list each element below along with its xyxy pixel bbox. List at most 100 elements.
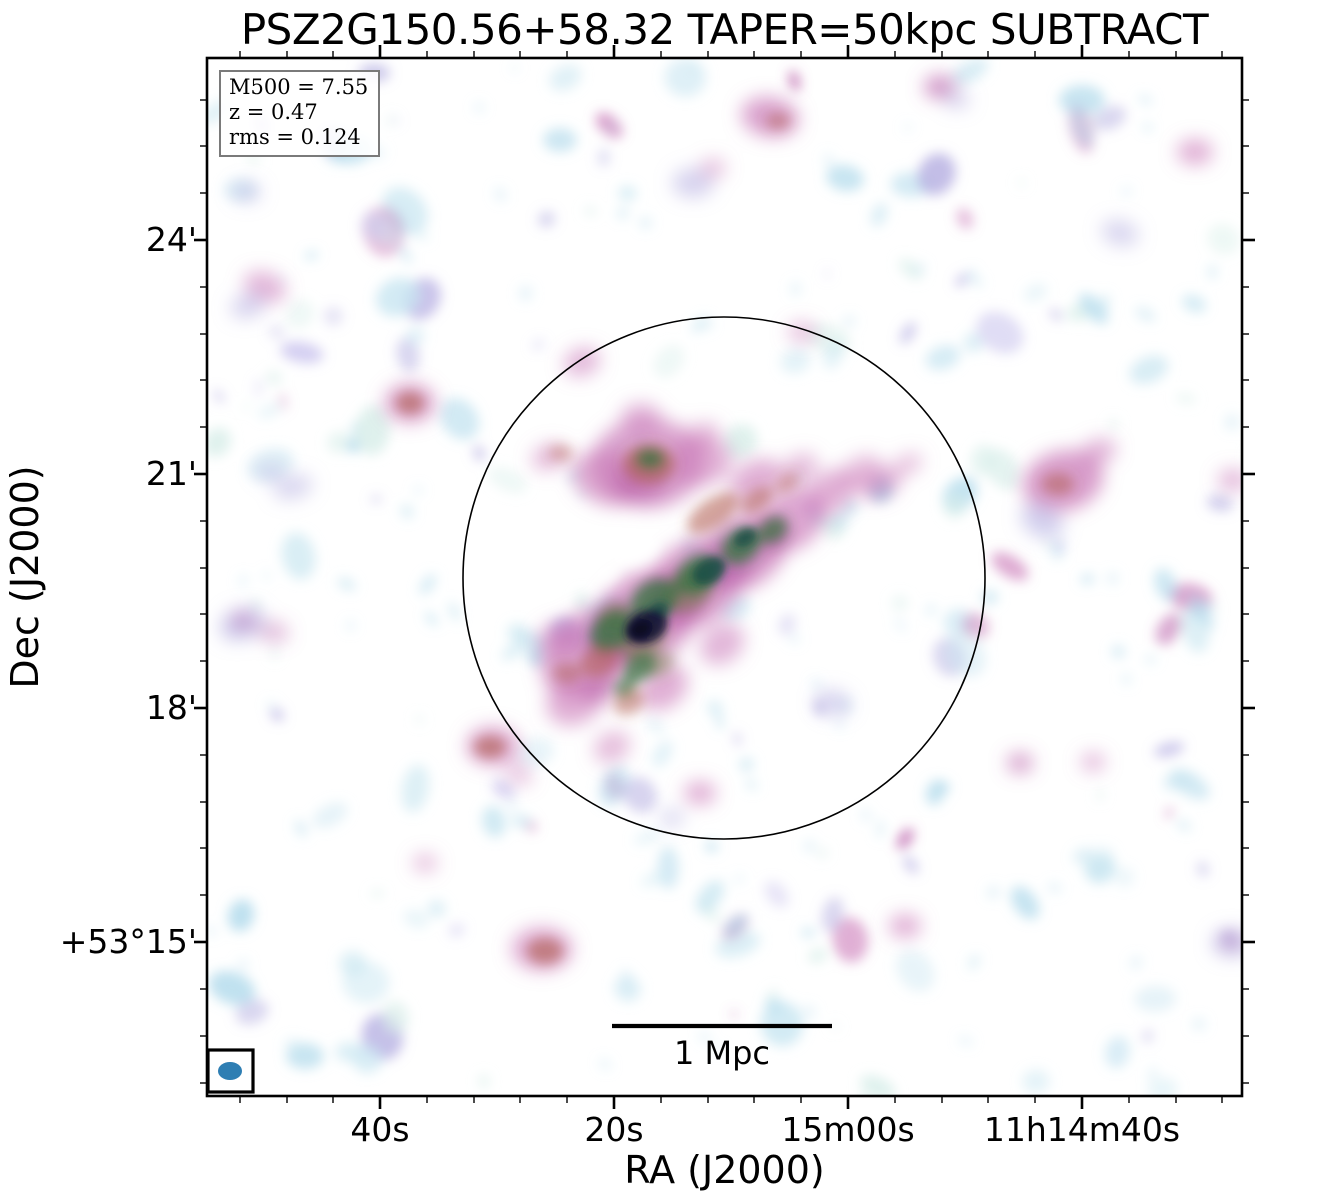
map-blob [731,1010,737,1018]
map-blob [815,689,851,717]
map-blob [230,293,266,319]
map-blob [415,715,424,724]
map-blob [986,886,1000,899]
map-blob [1108,418,1120,430]
source-core-layer [624,528,757,645]
map-blob [681,422,721,452]
map-blob [1070,113,1094,148]
map-blob [699,1033,711,1042]
map-blob [491,779,515,799]
map-blob [582,670,622,706]
map-blob [273,474,313,500]
map-blob [1055,539,1066,553]
map-blob [1111,645,1125,658]
map-blob [944,91,970,109]
map-blob [474,102,484,113]
map-blob [739,758,754,771]
map-blob [583,206,597,217]
map-blob [1154,568,1178,602]
map-blob [327,431,351,454]
map-blob [242,402,251,412]
map-blob [764,997,783,1013]
map-blob [1080,573,1095,585]
map-blob [355,405,390,455]
map-blob [285,299,315,329]
map-blob [427,900,446,918]
map-blob [959,1036,973,1046]
map-blob [1122,674,1131,685]
map-blob [1079,438,1117,466]
map-blob [1007,753,1033,773]
y-tick-label: 24' [145,220,197,259]
map-blob [1022,1069,1050,1094]
map-blob [816,848,829,859]
map-blob [312,802,348,828]
map-blob [385,114,395,127]
map-blob [1043,537,1051,549]
map-blob [346,620,355,631]
map-blob [598,765,630,807]
map-blob [733,732,742,747]
map-blob [266,370,282,386]
map-blob [1049,308,1063,321]
map-blob [860,1075,896,1096]
map-blob [832,917,869,963]
map-blob [963,332,983,353]
map-blob [590,610,634,652]
map-blob [822,341,843,370]
map-blob [891,595,909,612]
y-tick-label: +53°15' [59,922,197,961]
map-blob [801,928,815,938]
map-blob [821,897,844,933]
map-blob [664,58,707,97]
map-blob [405,326,426,345]
map-blob [481,805,506,838]
map-blob [877,819,884,839]
map-blob [1153,741,1185,758]
map-blob [733,528,757,548]
map-blob [633,830,661,845]
map-blob [902,855,919,874]
map-blob [549,64,582,91]
map-blob [617,206,629,220]
map-blob [1269,644,1301,668]
map-blob [840,454,882,490]
map-blob [692,557,726,585]
map-blob [337,578,356,590]
scalebar-label: 1 Mpc [673,1034,771,1072]
map-blob [323,306,343,326]
map-blob [280,341,324,364]
map-blob [1188,592,1215,630]
map-blob [831,1023,840,1030]
map-blob [734,875,745,883]
map-blob [590,562,620,584]
map-blob [419,574,436,595]
map-blob [257,620,289,644]
map-blob [695,880,725,913]
map-blob [826,164,864,192]
map-blob [256,463,284,481]
map-blob [563,347,601,377]
map-blob [1148,1067,1157,1081]
map-blob [1085,855,1116,884]
map-blob [898,258,923,280]
map-blob [543,128,577,152]
cluster-info-box: M500 = 7.55 z = 0.47 rms = 0.124 [219,70,381,157]
map-blob [722,424,758,459]
map-blob [668,437,732,487]
map-blob [1024,283,1048,302]
map-blob [263,570,270,581]
map-blob [764,880,789,908]
map-blob [835,720,845,729]
map-blob [207,427,231,457]
map-blob [237,959,249,970]
map-blob [610,529,658,565]
info-rms: rms = 0.124 [229,125,361,149]
map-blob [268,325,285,339]
map-blob [904,124,912,131]
map-blob [894,618,907,632]
map-blob [1010,886,1040,920]
map-blob [382,1001,409,1034]
map-blob [790,281,801,297]
map-blob [360,210,388,240]
